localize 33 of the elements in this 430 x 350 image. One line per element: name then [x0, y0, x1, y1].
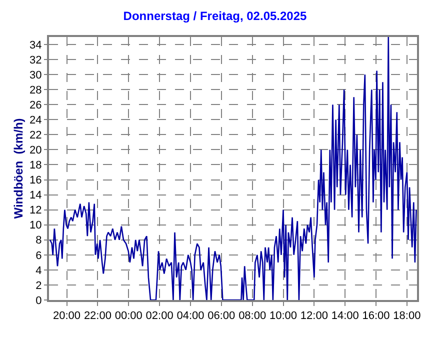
- y-tick-label: 0: [36, 294, 42, 307]
- y-tick-label: 6: [36, 250, 42, 262]
- y-tick-label: 26: [30, 99, 42, 112]
- y-tick-label: 24: [30, 114, 42, 127]
- y-tick-label: 14: [30, 190, 42, 202]
- x-tick-label: 18:00: [393, 310, 421, 322]
- y-tick-label: 28: [30, 84, 42, 96]
- y-tick-label: 16: [30, 174, 42, 187]
- y-tick-label: 22: [30, 130, 42, 142]
- x-tick-label: 06:00: [208, 310, 236, 322]
- x-tick-label: 22:00: [84, 310, 112, 322]
- y-tick-label: 2: [36, 280, 42, 292]
- y-tick-label: 20: [30, 144, 42, 157]
- y-tick-label: 10: [30, 220, 42, 232]
- chart-title: Donnerstag / Freitag, 02.05.2025: [123, 8, 308, 23]
- y-axis-title: Windböen (km/h): [11, 118, 26, 219]
- x-tick-label: 08:00: [238, 310, 266, 322]
- y-tick-label: 8: [36, 234, 42, 247]
- x-tick-label: 12:00: [300, 310, 328, 322]
- x-tick-label: 10:00: [269, 310, 298, 322]
- x-tick-label: 00:00: [114, 310, 142, 322]
- y-tick-label: 32: [30, 54, 42, 66]
- x-tick-label: 02:00: [146, 310, 174, 322]
- x-tick-label: 04:00: [176, 310, 204, 322]
- y-tick-label: 30: [30, 69, 42, 82]
- y-tick-label: 12: [30, 204, 42, 217]
- y-tick-label: 34: [30, 39, 42, 52]
- line-series: [49, 37, 417, 300]
- x-tick-label: 14:00: [331, 310, 359, 322]
- x-tick-label: 16:00: [362, 310, 390, 322]
- x-tick-label: 20:00: [53, 310, 81, 322]
- y-tick-label: 18: [30, 160, 42, 172]
- y-tick-label: 4: [36, 264, 42, 277]
